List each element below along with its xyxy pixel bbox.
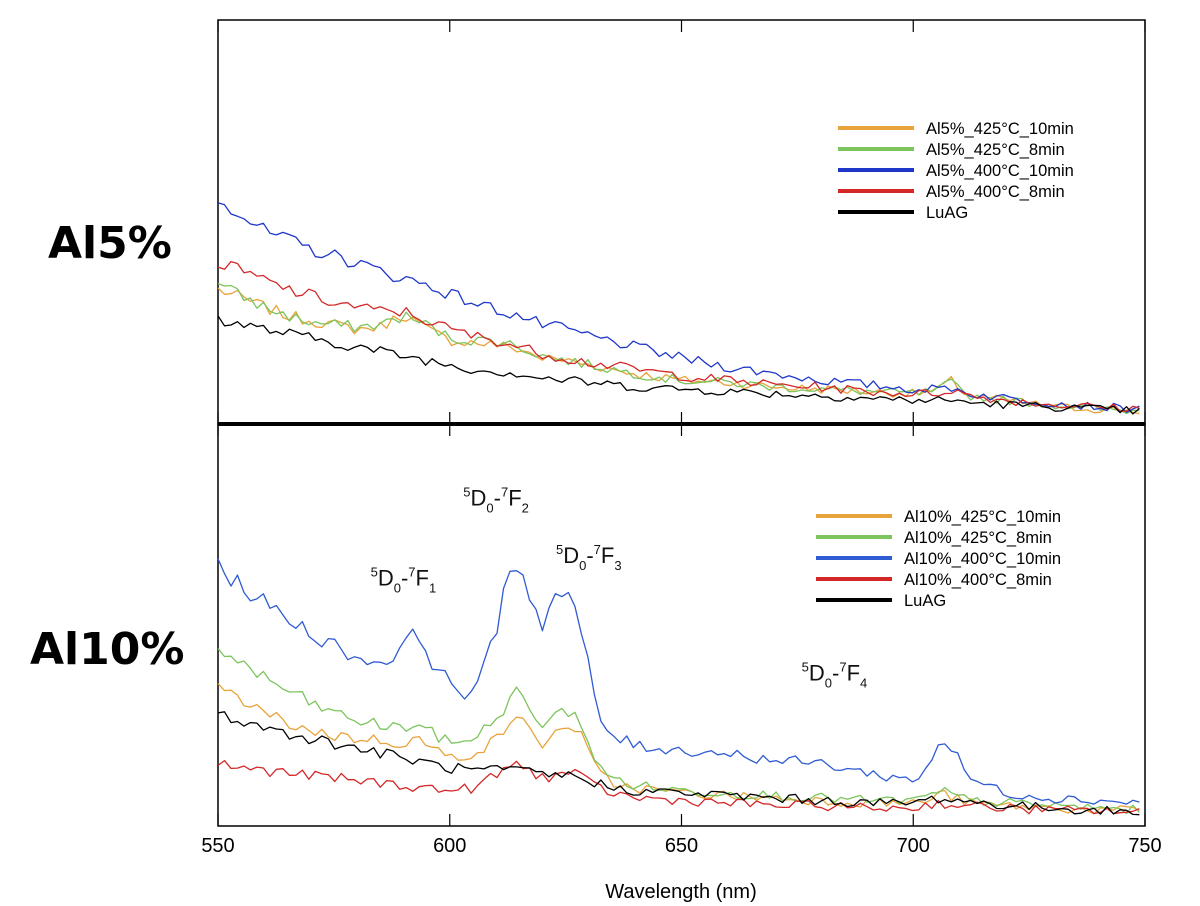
x-tick-labels: 550 600 650 700 750 (201, 835, 1161, 857)
x-tick-label: 750 (1128, 835, 1161, 857)
series-line (217, 683, 1140, 815)
legend-entry: Al5%_425°C_10min (926, 120, 1074, 138)
transition-label: 5D0-7F2 (463, 485, 529, 516)
bottom-panel-series (217, 558, 1140, 816)
legend-entry: Al10%_425°C_8min (904, 529, 1052, 547)
top-panel-series (217, 202, 1140, 415)
transition-label: 5D0-7F4 (802, 660, 868, 691)
top-panel-ticks (217, 20, 1146, 424)
legend-entry: Al5%_425°C_8min (926, 141, 1065, 159)
transition-annotations: 5D0-7F1 5D0-7F2 5D0-7F3 5D0-7F4 (371, 485, 868, 691)
bottom-plot-frame (217, 423, 1146, 827)
transition-label: 5D0-7F1 (371, 565, 437, 596)
series-line (217, 759, 1140, 815)
series-line (217, 711, 1140, 816)
series-line (217, 315, 1140, 415)
x-tick-label: 550 (201, 835, 234, 857)
top-panel-label: Al5% (48, 218, 172, 269)
series-line (217, 282, 1140, 415)
legend-entry: Al10%_425°C_10min (904, 508, 1061, 526)
legend-entry: LuAG (926, 204, 968, 222)
x-axis-title: Wavelength (nm) (605, 881, 757, 903)
series-line (217, 648, 1140, 815)
bottom-panel-legend: Al10%_425°C_10min Al10%_425°C_8min Al10%_4… (816, 508, 1061, 610)
transition-label: 5D0-7F3 (556, 542, 622, 573)
x-tick-label: 700 (897, 835, 930, 857)
top-panel-legend: Al5%_425°C_10min Al5%_425°C_8min Al5%_400°… (838, 120, 1074, 222)
bottom-panel-label: Al10% (30, 624, 184, 675)
legend-entry: Al5%_400°C_8min (926, 183, 1065, 201)
series-line (217, 260, 1140, 412)
x-tick-label: 600 (433, 835, 466, 857)
legend-entry: Al10%_400°C_8min (904, 571, 1052, 589)
top-plot-frame (217, 19, 1146, 425)
legend-entry: Al10%_400°C_10min (904, 550, 1061, 568)
legend-entry: Al5%_400°C_10min (926, 162, 1074, 180)
series-line (217, 202, 1140, 413)
legend-entry: LuAG (904, 592, 946, 610)
x-tick-label: 650 (665, 835, 698, 857)
bottom-panel-ticks (217, 424, 1146, 826)
series-line (217, 558, 1140, 805)
